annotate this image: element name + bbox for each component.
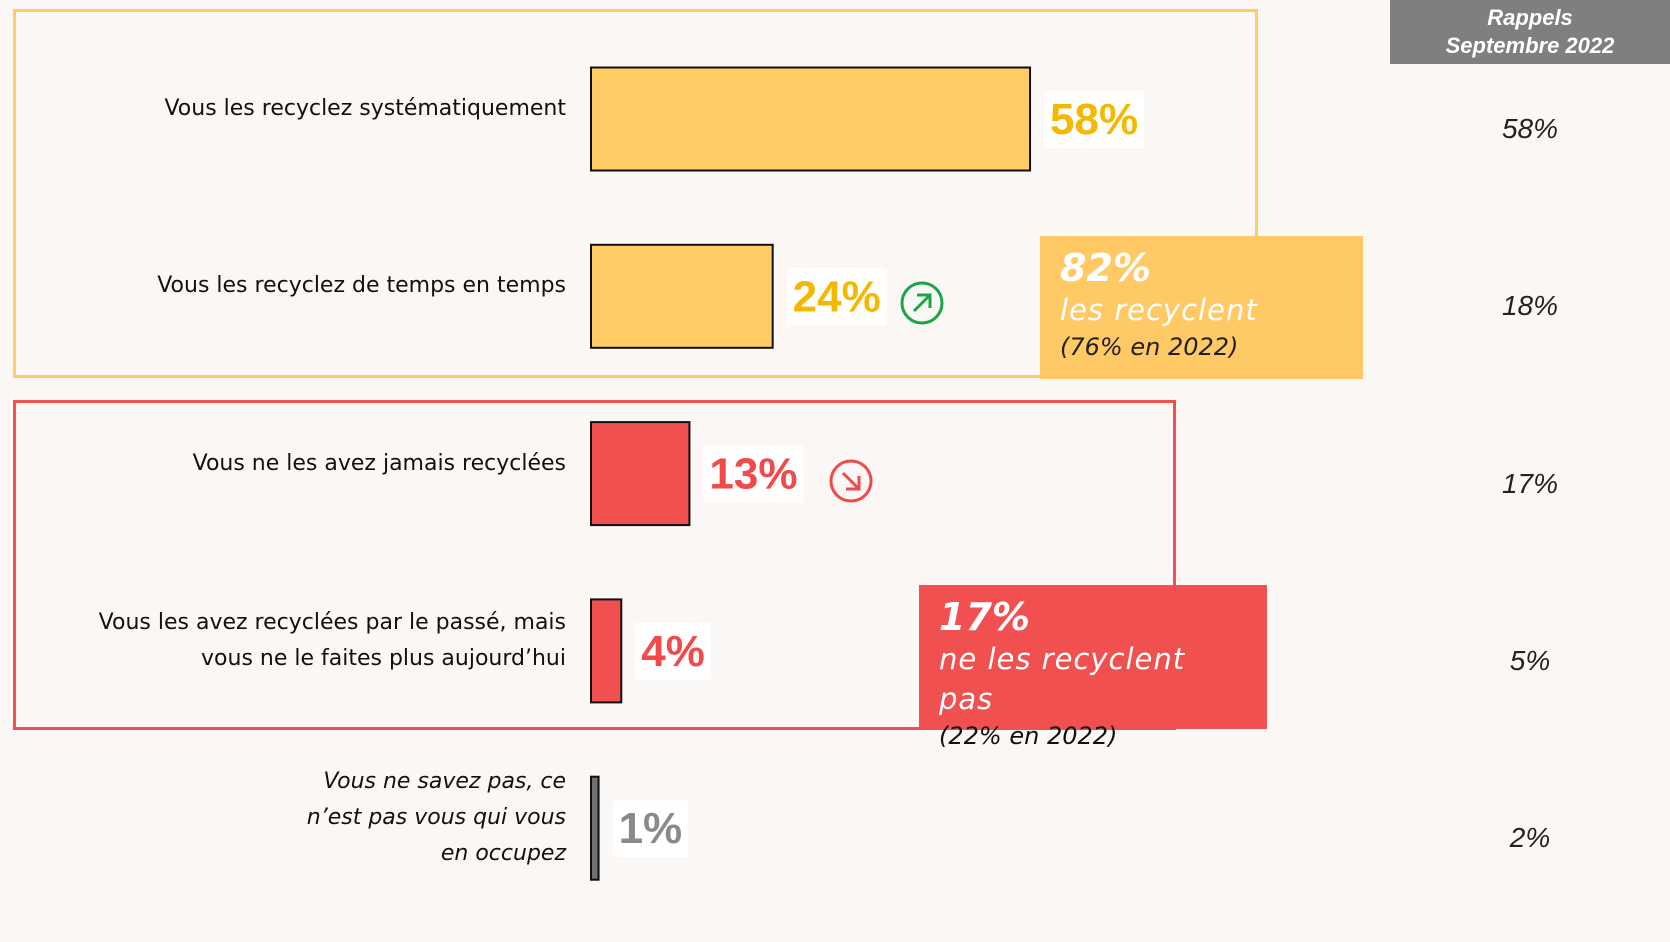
value-label: 24%	[793, 272, 881, 321]
page: Recyclage html, body { margin: 0; paddin…	[0, 0, 1670, 942]
value-label: 4%	[641, 627, 705, 676]
recall-header: Rappels Septembre 2022	[1390, 0, 1670, 64]
summary-text: les recyclent	[1060, 290, 1343, 330]
bar	[591, 599, 621, 702]
recall-subtitle: Septembre 2022	[1390, 32, 1670, 60]
summary-box: 17% ne les recyclent pas (22% en 2022)	[919, 585, 1267, 729]
summary-previous: (76% en 2022)	[1060, 330, 1343, 364]
recall-value: 58%	[1390, 113, 1670, 145]
summary-total: 17%	[939, 595, 1247, 639]
bar	[591, 422, 689, 525]
value-label: 1%	[619, 804, 683, 853]
summary-text: ne les recyclent pas	[939, 639, 1247, 719]
slide: {"chart_data": {"type": "bar", "orientat…	[0, 0, 1670, 942]
summary-total: 82%	[1060, 246, 1343, 290]
bar	[591, 777, 599, 880]
bar	[591, 68, 1030, 171]
recall-value: 17%	[1390, 468, 1670, 500]
value-label: 58%	[1050, 95, 1138, 144]
summary-previous: (22% en 2022)	[939, 719, 1247, 753]
recall-title: Rappels	[1390, 4, 1670, 32]
recall-value: 18%	[1390, 290, 1670, 322]
category-label: Vous les recyclez de temps en temps	[66, 268, 566, 304]
trend-up	[902, 283, 942, 323]
trend-down	[831, 461, 871, 501]
category-label: Vous ne savez pas, ce n’est pas vous qui…	[291, 764, 566, 872]
bar	[591, 245, 773, 348]
category-label: Vous les avez recyclées par le passé, ma…	[66, 605, 566, 677]
recall-value: 2%	[1390, 822, 1670, 854]
category-label: Vous ne les avez jamais recyclées	[66, 446, 566, 482]
recall-value: 5%	[1390, 645, 1670, 677]
summary-box: 82% les recyclent (76% en 2022)	[1040, 236, 1363, 379]
category-label: Vous les recyclez systématiquement	[66, 91, 566, 127]
value-label: 13%	[709, 450, 797, 499]
